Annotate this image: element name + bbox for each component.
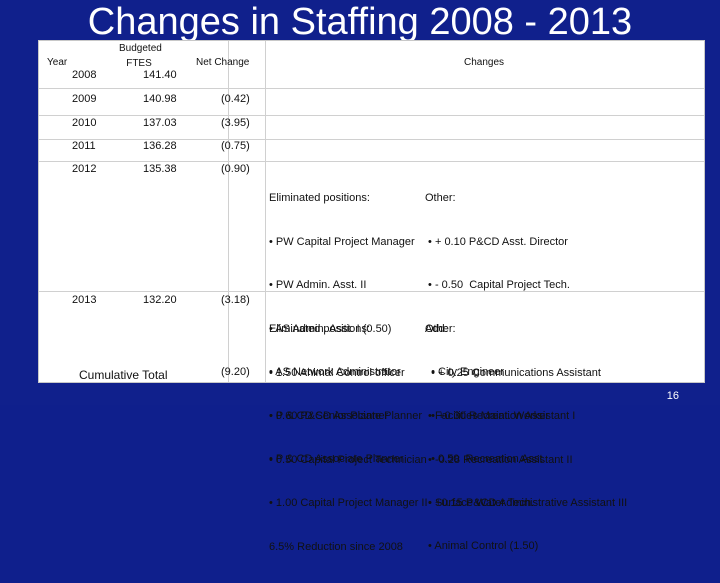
row-2009-net: (0.42) xyxy=(221,93,250,105)
row-divider xyxy=(39,161,704,162)
row-2009-ftes: 140.98 xyxy=(143,93,177,105)
header-budgeted: Budgeted xyxy=(119,43,162,54)
row-divider xyxy=(39,88,704,89)
row-2012-net: (0.90) xyxy=(221,163,250,175)
changes-line: • +0.15 P&CD Administrative Assistant II… xyxy=(425,497,628,509)
header-year: Year xyxy=(47,57,68,68)
changes-2013-other: Other: • + 0.25 Communications Assistant… xyxy=(425,293,627,540)
row-2011-year: 2011 xyxy=(72,140,96,152)
row-2012-ftes: 135.38 xyxy=(143,163,177,175)
changes-line: 6.5% Reduction since 2008 xyxy=(269,540,403,553)
row-2010-ftes: 137.03 xyxy=(143,117,177,129)
changes-line: • City Engineer xyxy=(425,366,505,378)
row-2010-net: (3.95) xyxy=(221,117,250,129)
cumulative-net: (9.20) xyxy=(221,366,250,378)
changes-line: Add: xyxy=(425,322,448,335)
row-2013-net: (3.18) xyxy=(221,294,250,306)
changes-line: • 0.50 Capital Project Technician xyxy=(269,453,427,466)
row-divider xyxy=(39,115,704,116)
changes-line: • 1.50 Animal Control officer xyxy=(269,366,405,379)
changes-line: Other: xyxy=(425,323,456,335)
changes-line: • - 0.50 Capital Project Tech. xyxy=(425,279,570,291)
header-changes: Changes xyxy=(464,57,505,68)
slide: Changes in Staffing 2008 - 2013 Year Bud… xyxy=(38,1,705,553)
changes-line: • AS Network Administrator xyxy=(269,366,401,378)
header-ftes: FTES xyxy=(126,58,152,69)
cumulative-label: Cumulative Total xyxy=(79,368,168,382)
changes-2013-eliminated: Eliminated positions: • 1.50 Animal Cont… xyxy=(269,293,428,583)
slide-title: Changes in Staffing 2008 - 2013 xyxy=(87,1,633,43)
row-2010-year: 2010 xyxy=(72,117,97,129)
changes-line: • 1.00 Capital Project Manager II xyxy=(269,497,428,509)
changes-line: • 0.60 P&CD Associate Planner xyxy=(269,410,423,422)
changes-line: • -0.28 Recreation Assistant II xyxy=(425,453,573,466)
changes-line: • + 0.25 Communications Assistant xyxy=(425,366,601,379)
row-2011-net: (0.75) xyxy=(221,140,250,152)
row-2009-year: 2009 xyxy=(72,93,97,105)
row-2011-ftes: 136.28 xyxy=(143,140,177,152)
row-2013-ftes: 132.20 xyxy=(143,294,177,306)
changes-line: • Animal Control (1.50) xyxy=(425,540,539,552)
changes-line: • + 0.10 P&CD Asst. Director xyxy=(425,235,568,248)
column-divider xyxy=(265,41,266,382)
row-2012-year: 2012 xyxy=(72,163,97,175)
changes-line: • PW Capital Project Manager xyxy=(269,235,415,248)
row-divider xyxy=(39,291,704,292)
row-divider xyxy=(39,139,704,140)
changes-line: Other: xyxy=(425,192,456,204)
row-2008-year: 2008 xyxy=(72,69,97,81)
changes-line: • +0.30 Recreation Assistant I xyxy=(425,410,576,422)
changes-line: Eliminated positions: xyxy=(269,192,370,204)
changes-line: • AS Admin. Asst. I (0.50) xyxy=(269,322,392,335)
changes-line: Eliminated positions: xyxy=(269,323,370,335)
row-2013-year: 2013 xyxy=(72,294,97,306)
header-net-change: Net Change xyxy=(196,57,250,68)
page-number: 16 xyxy=(666,390,679,402)
row-2008-ftes: 141.40 xyxy=(143,69,177,81)
changes-line: • PW Admin. Asst. II xyxy=(269,279,367,291)
column-divider xyxy=(228,41,229,382)
staffing-table: Year Budgeted FTES Net Change Changes 20… xyxy=(38,40,705,553)
